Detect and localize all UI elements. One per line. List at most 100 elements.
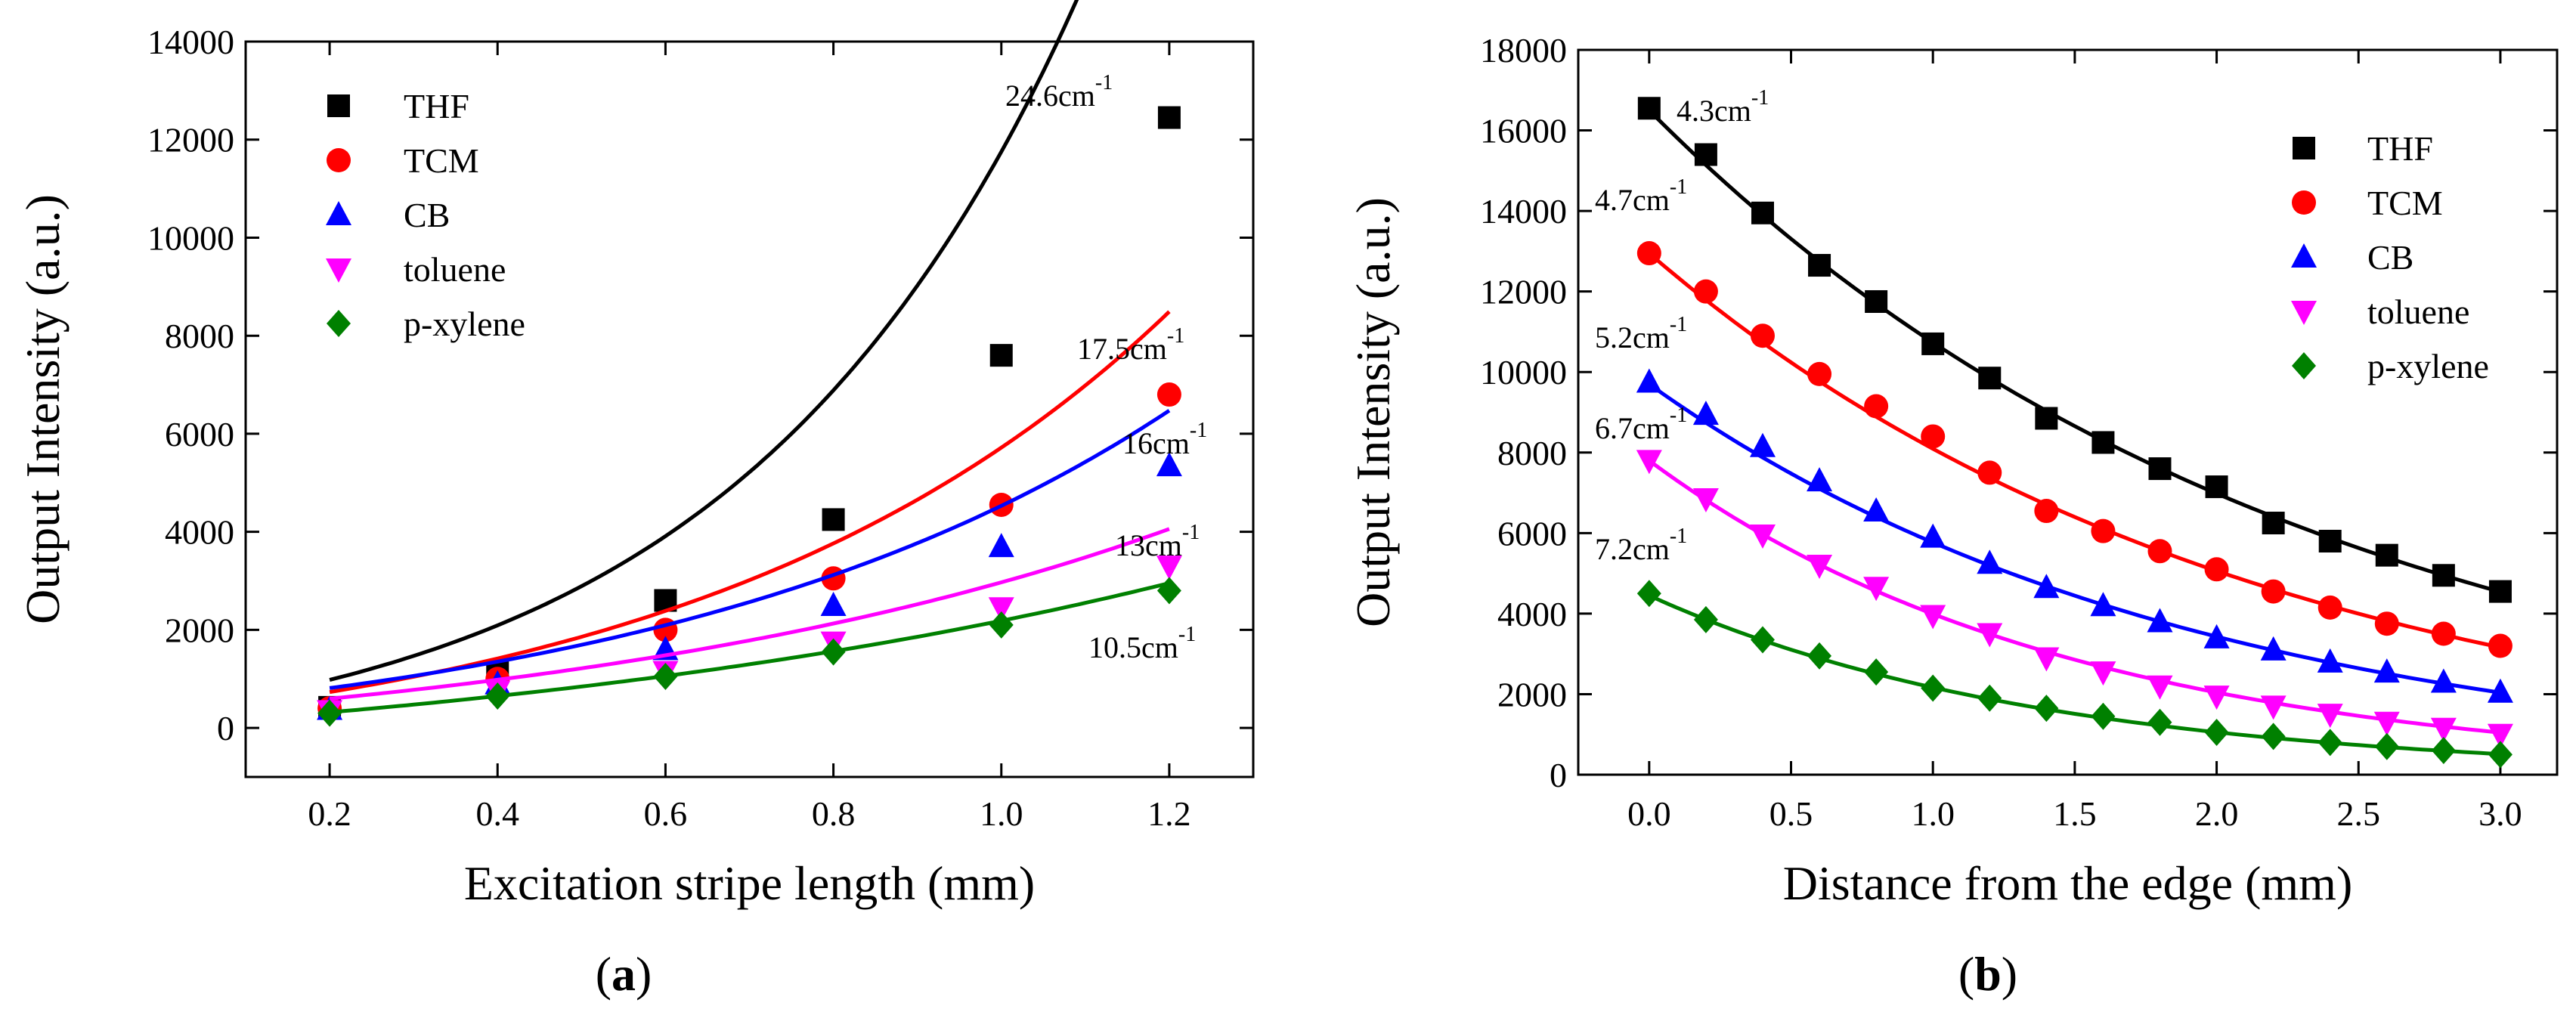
panel-a-x-tick-label: 1.0 [980,794,1023,833]
panel-b-annotation-THF: 4.3cm-1 [1677,86,1769,128]
panel-a-point-p-xylene [989,611,1014,639]
panel-b-annotation-base: 4.3cm [1677,94,1751,128]
panel-a-annotation-TCM: 17.5cm-1 [1077,324,1184,366]
panel-b-point-TCM [1693,279,1718,304]
panel-a-legend-marker-THF [327,94,350,117]
panel-b-point-TCM [2317,595,2342,620]
panel-b-point-CB [1920,523,1946,548]
panel-b-point-p-xylene [1693,605,1718,633]
panel-b-annotation-base: 6.7cm [1595,411,1670,445]
panel-b-legend-marker-CB [2291,243,2317,268]
panel-a-y-tick-label: 8000 [165,317,234,355]
panel-a-annotation-base: 16cm [1122,426,1190,460]
panel-a-legend-marker-toluene [326,258,351,283]
panel-b-point-CB [2090,592,2116,617]
panel-b-point-CB [2147,608,2173,633]
panel-b-point-p-xylene [1750,626,1775,654]
panel-b-point-TCM [2034,499,2059,524]
panel-a-point-CB [988,533,1014,558]
panel-a-y-tick-label: 10000 [147,218,234,257]
panel-a-legend-marker-TCM [327,148,351,172]
panel-a-point-p-xylene [821,638,846,666]
panel-b-y-tick-label: 10000 [1480,353,1567,391]
panel-b-point-THF [1921,332,1945,355]
panel-b-point-CB [1636,368,1662,393]
panel-b-annotation-TCM: 4.7cm-1 [1595,175,1687,217]
panel-a-annotation-base: 24.6cm [1005,79,1095,113]
panel-a-x-tick-label: 0.2 [308,794,351,833]
panel-a-x-axis-title: Excitation stripe length (mm) [464,856,1035,910]
panel-b-point-toluene [1692,488,1719,513]
panel-a-fit-curve-THF [329,0,1079,682]
panel-b-annotation-toluene: 6.7cm-1 [1595,404,1687,445]
panel-b-fit-curve-CB [1648,382,2501,695]
panel-b-fit-curve-THF [1648,109,2501,594]
panel-a-point-p-xylene [653,663,678,691]
panel-a-annotation-base: 17.5cm [1077,332,1167,366]
panel-b-point-p-xylene [1921,674,1946,702]
panel-b-legend-label-CB: CB [2367,238,2413,277]
panel-b-point-toluene [2487,723,2513,748]
panel-b-fit-curve-p-xylene [1648,593,2501,757]
panel-b-point-TCM [1636,241,1661,266]
panel-b-fit-curve-TCM [1648,252,2501,650]
panel-a-point-CB [820,591,847,616]
panel-a-legend-label-p-xylene: p-xylene [404,305,525,343]
panel-b-y-tick-label: 16000 [1480,112,1567,150]
panel-b-point-THF [2488,580,2512,603]
panel-b-point-THF [2318,529,2342,552]
panel-b-y-axis-title: Output Intensity (a.u.) [1346,197,1400,627]
panel-b-point-TCM [1864,394,1889,419]
panel-b-point-CB [1977,549,2003,574]
panel-b-point-CB [2033,574,2060,599]
panel-a-point-p-xylene [317,699,342,727]
panel-b-point-p-xylene [2374,732,2399,760]
panel-a-annotation-sup: -1 [1178,623,1196,646]
panel-a-point-p-xylene [485,682,510,710]
panel-b-point-THF [2262,512,2285,535]
panel-a-x-tick-label: 0.4 [476,794,520,833]
panel-b-point-CB [2373,658,2400,683]
panel-a-legend-label-THF: THF [404,87,469,125]
panel-b-point-THF [2375,543,2398,567]
panel-a-legend-marker-p-xylene [327,310,351,337]
panel-a-annotation-toluene: 13cm-1 [1115,521,1200,562]
panel-b-y-tick-label: 14000 [1480,192,1567,231]
panel-b-point-toluene [2260,695,2287,720]
panel-b-point-p-xylene [2147,708,2172,736]
panel-a-point-THF [822,508,845,531]
panel-b-y-tick-label: 2000 [1497,675,1567,713]
panel-b-point-p-xylene [2204,719,2229,747]
panel-a-legend-label-toluene: toluene [404,250,506,289]
panel-a-fit-curve-TCM [329,310,1171,695]
panel-b-point-TCM [2431,621,2456,646]
panel-a-fit-curve-CB [329,409,1171,690]
panel-b-point-TCM [1921,424,1946,449]
panel-b-point-TCM [1807,361,1832,386]
panel-b-point-p-xylene [1864,658,1889,686]
panel-b-point-THF [2148,457,2172,481]
panel-b-x-tick-label: 1.5 [2053,794,2097,833]
panel-b-legend-marker-THF [2293,137,2315,159]
panel-a-legend-marker-CB [326,201,351,225]
panel-b-point-toluene [2090,661,2116,686]
panel-b-annotation-sup: -1 [1670,525,1687,548]
panel-b-point-p-xylene [2091,702,2116,730]
panel-b-point-toluene [1863,577,1890,602]
panel-a-annotation-CB: 16cm-1 [1122,419,1207,460]
panel-b-annotation-base: 5.2cm [1595,320,1670,354]
panel-a-point-TCM [1156,382,1181,407]
panel-a-annotation-sup: -1 [1190,419,1207,442]
panel-a-y-tick-label: 2000 [165,611,234,649]
panel-b-point-toluene [1807,554,1833,579]
panel-a-annotation-sup: -1 [1167,324,1184,348]
panel-b-x-tick-label: 0.5 [1769,794,1813,833]
panel-b-y-tick-label: 12000 [1480,273,1567,311]
panel-b-label: (b) [1958,947,2017,1001]
panel-b-point-toluene [2033,647,2060,672]
panel-b-point-CB [1749,432,1776,457]
panel-a-y-tick-label: 14000 [147,23,234,61]
panel-b-point-toluene [2430,717,2457,742]
panel-b-point-CB [2487,678,2513,703]
